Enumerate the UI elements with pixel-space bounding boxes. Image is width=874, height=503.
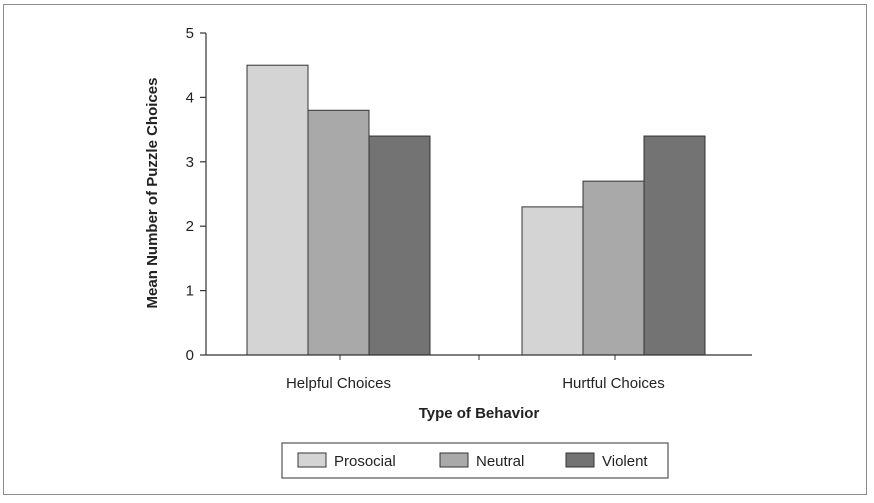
- y-tick-label: 1: [186, 283, 194, 300]
- bars-layer: [246, 64, 706, 356]
- y-ticks: 0 1 2 3 4 5: [186, 25, 206, 364]
- legend-label-violent: Violent: [602, 453, 648, 470]
- x-category-label: Hurtful Choices: [562, 375, 665, 392]
- y-tick-label: 5: [186, 25, 194, 42]
- x-category-label: Helpful Choices: [286, 375, 391, 392]
- y-tick-label: 3: [186, 154, 194, 171]
- x-category-labels: Helpful Choices Hurtful Choices: [286, 355, 665, 392]
- y-tick-label: 4: [186, 89, 194, 106]
- bar-violent-helpful: [368, 135, 431, 356]
- y-tick-label: 2: [186, 218, 194, 235]
- bar-violent-hurtful: [643, 135, 706, 356]
- bar-neutral-helpful: [307, 109, 370, 356]
- legend-swatch-prosocial: [297, 452, 327, 468]
- bar-prosocial-helpful: [246, 64, 309, 356]
- bar-neutral-hurtful: [582, 180, 645, 356]
- legend: Prosocial Neutral Violent: [281, 442, 669, 479]
- legend-swatch-neutral: [439, 452, 469, 468]
- y-axis-title: Mean Number of Puzzle Choices: [144, 78, 161, 309]
- y-tick-label: 0: [186, 347, 194, 364]
- legend-label-neutral: Neutral: [476, 453, 524, 470]
- chart-frame: [3, 4, 867, 495]
- x-axis-title: Type of Behavior: [419, 405, 540, 422]
- legend-label-prosocial: Prosocial: [334, 453, 396, 470]
- legend-swatch-violent: [565, 452, 595, 468]
- legend-box: [281, 442, 669, 479]
- bar-prosocial-hurtful: [521, 206, 584, 356]
